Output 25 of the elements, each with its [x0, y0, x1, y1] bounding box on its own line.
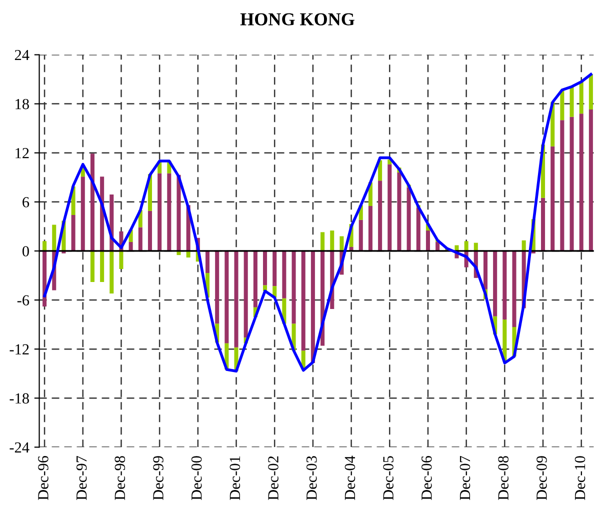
x-tick-label: Dec-97: [76, 456, 87, 500]
x-tick-label: Dec-10: [574, 456, 586, 500]
x-tick-label: Dec-09: [536, 456, 547, 500]
x-tick-label: Dec-98: [114, 456, 126, 500]
y-tick-label: 0: [22, 246, 29, 256]
y-tick-label: -18: [10, 393, 29, 404]
y-tick-label: 6: [22, 197, 30, 208]
x-tick-label: Dec-99: [153, 456, 164, 500]
x-tick-label: Dec-00: [191, 456, 202, 500]
y-tick-label: -24: [10, 442, 30, 452]
y-tick-label: -12: [10, 344, 29, 354]
y-tick-label: 24: [14, 50, 30, 60]
x-tick-label: Dec-01: [230, 456, 240, 500]
x-tick-label: Dec-04: [344, 456, 356, 500]
chart-title: HONG KONG: [240, 13, 354, 26]
x-tick-label: Dec-07: [460, 456, 470, 500]
x-tick-label: Dec-96: [38, 456, 48, 500]
x-tick-label: Dec-08: [498, 456, 508, 500]
x-tick-label: Dec-05: [383, 456, 394, 500]
x-tick-label: Dec-03: [306, 456, 317, 500]
y-tick-label: 18: [16, 98, 29, 110]
y-tick-label: -6: [17, 295, 30, 306]
x-tick-label: Dec-02: [268, 456, 278, 500]
y-tick-label: 12: [16, 148, 29, 158]
x-tick-label: Dec-06: [421, 456, 432, 500]
